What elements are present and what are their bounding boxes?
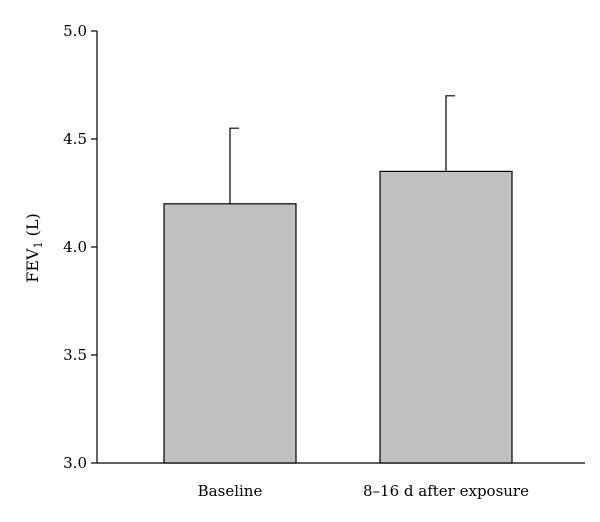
- y-tick-label: 3.5: [63, 346, 87, 364]
- x-category-label: 8–16 d after exposure: [363, 482, 529, 500]
- error-bar: [445, 95, 455, 172]
- y-tick-label: 3.0: [63, 454, 87, 472]
- category-labels: Baseline 8–16 d after exposure: [198, 482, 529, 500]
- y-axis-label-main: FEV: [23, 248, 42, 283]
- bar: [379, 170, 513, 464]
- y-axis-label: FEV1 (L): [23, 213, 45, 283]
- bar: [163, 203, 297, 464]
- x-category-label: Baseline: [198, 482, 263, 500]
- y-axis-label-subscript: 1: [32, 241, 45, 248]
- y-axis: 3.0 3.5 4.0 4.5 5.0: [63, 22, 98, 472]
- error-bar: [229, 127, 239, 204]
- y-ticks: 3.0 3.5 4.0 4.5 5.0: [63, 22, 97, 472]
- y-axis-label-unit: (L): [23, 213, 42, 241]
- y-tick-label: 4.5: [63, 130, 87, 148]
- bars: [163, 95, 513, 464]
- y-tick-label: 4.0: [63, 238, 87, 256]
- y-tick-label: 5.0: [63, 22, 87, 40]
